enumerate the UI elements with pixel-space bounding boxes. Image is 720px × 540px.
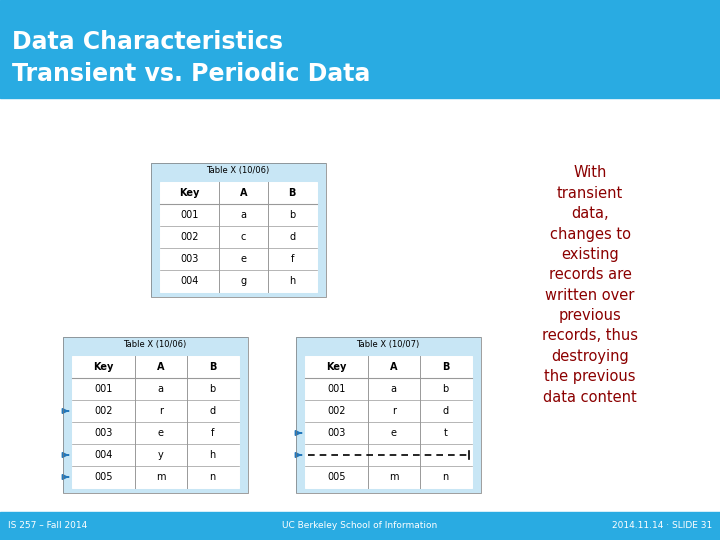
Bar bbox=[295, 337, 480, 493]
Text: A: A bbox=[390, 362, 397, 372]
Text: e: e bbox=[240, 254, 246, 264]
Text: g: g bbox=[240, 276, 246, 286]
Text: m: m bbox=[156, 472, 166, 482]
Text: 005: 005 bbox=[94, 472, 112, 482]
Text: d: d bbox=[443, 406, 449, 416]
Text: A: A bbox=[157, 362, 165, 372]
Text: 003: 003 bbox=[180, 254, 199, 264]
Text: b: b bbox=[210, 384, 216, 394]
Text: Key: Key bbox=[179, 188, 199, 198]
Bar bbox=[160, 182, 317, 292]
Bar bbox=[305, 356, 472, 488]
Text: Key: Key bbox=[326, 362, 346, 372]
Bar bbox=[295, 337, 480, 493]
Text: A: A bbox=[240, 188, 247, 198]
Text: a: a bbox=[391, 384, 397, 394]
Text: d: d bbox=[210, 406, 216, 416]
Text: y: y bbox=[158, 450, 163, 460]
Text: 002: 002 bbox=[327, 406, 346, 416]
Text: B: B bbox=[442, 362, 449, 372]
Text: n: n bbox=[210, 472, 216, 482]
Text: a: a bbox=[158, 384, 164, 394]
Text: 002: 002 bbox=[180, 232, 199, 242]
Text: 002: 002 bbox=[94, 406, 112, 416]
Text: m: m bbox=[389, 472, 399, 482]
Bar bbox=[150, 163, 325, 297]
Bar bbox=[0, 0, 720, 98]
Text: Table X (10/06): Table X (10/06) bbox=[123, 341, 186, 349]
Bar bbox=[63, 337, 248, 493]
Text: Transient vs. Periodic Data: Transient vs. Periodic Data bbox=[12, 62, 370, 86]
Text: a: a bbox=[240, 210, 246, 220]
Text: B: B bbox=[289, 188, 296, 198]
Text: n: n bbox=[443, 472, 449, 482]
Text: 001: 001 bbox=[94, 384, 112, 394]
Text: 004: 004 bbox=[94, 450, 112, 460]
Text: Table X (10/07): Table X (10/07) bbox=[356, 341, 420, 349]
Text: 001: 001 bbox=[327, 384, 346, 394]
Text: With
transient
data,
changes to
existing
records are
written over
previous
recor: With transient data, changes to existing… bbox=[542, 165, 638, 404]
Text: f: f bbox=[290, 254, 294, 264]
Bar bbox=[0, 512, 720, 540]
Text: b: b bbox=[443, 384, 449, 394]
Text: 003: 003 bbox=[94, 428, 112, 438]
Text: B: B bbox=[209, 362, 216, 372]
Bar bbox=[150, 163, 325, 297]
Text: Data Characteristics: Data Characteristics bbox=[12, 30, 283, 54]
Text: t: t bbox=[444, 428, 448, 438]
Text: e: e bbox=[391, 428, 397, 438]
Text: UC Berkeley School of Information: UC Berkeley School of Information bbox=[282, 522, 438, 530]
Text: Key: Key bbox=[93, 362, 114, 372]
Text: r: r bbox=[159, 406, 163, 416]
Text: 001: 001 bbox=[180, 210, 199, 220]
Text: 004: 004 bbox=[180, 276, 199, 286]
Text: 003: 003 bbox=[327, 428, 346, 438]
Text: h: h bbox=[289, 276, 295, 286]
Text: e: e bbox=[158, 428, 164, 438]
Text: Table X (10/06): Table X (10/06) bbox=[207, 166, 269, 176]
Text: b: b bbox=[289, 210, 295, 220]
Text: d: d bbox=[289, 232, 295, 242]
Bar bbox=[71, 356, 238, 488]
Text: 2014.11.14 · SLIDE 31: 2014.11.14 · SLIDE 31 bbox=[612, 522, 712, 530]
Text: h: h bbox=[210, 450, 216, 460]
Text: f: f bbox=[211, 428, 215, 438]
Text: r: r bbox=[392, 406, 396, 416]
Text: IS 257 – Fall 2014: IS 257 – Fall 2014 bbox=[8, 522, 87, 530]
Text: c: c bbox=[240, 232, 246, 242]
Text: 005: 005 bbox=[327, 472, 346, 482]
Bar bbox=[63, 337, 248, 493]
